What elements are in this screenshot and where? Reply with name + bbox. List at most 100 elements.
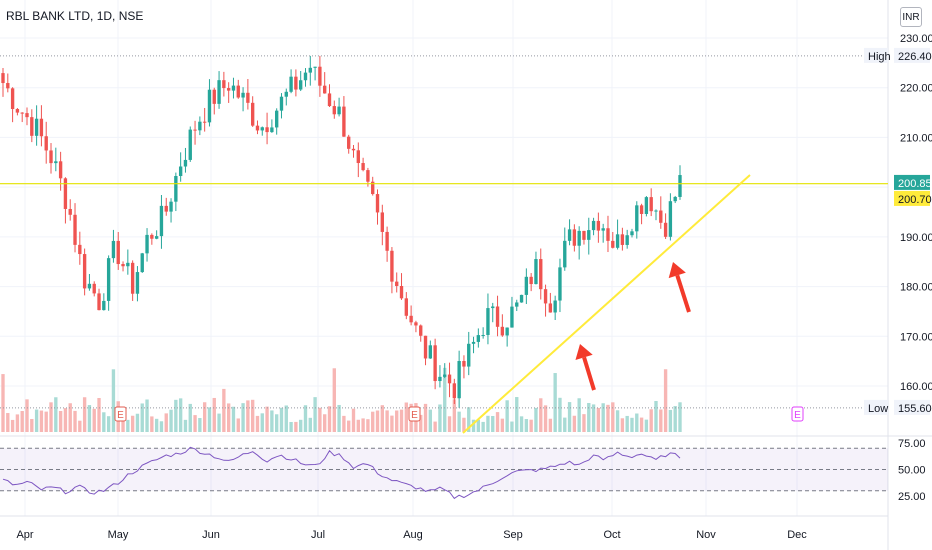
candle-body [395,281,399,287]
currency-button[interactable]: INR [900,7,922,27]
candle-body [366,170,370,182]
candle-body [58,161,63,179]
candle-body [150,234,154,239]
volume-bar [395,410,399,432]
volume-bar [467,407,471,432]
volume-bar [30,418,34,432]
volume-bar [443,367,447,432]
candle-body [587,230,591,240]
volume-bar [289,421,293,432]
volume-bar [673,406,677,432]
volume-bar [591,404,596,432]
candle-body [130,262,135,294]
volume-bar [130,415,135,432]
price-tick-label: 170.00 [900,331,932,343]
candle-body [313,66,317,68]
candle-body [467,343,471,367]
volume-bar [452,399,457,432]
volume-bar [356,419,360,432]
candle-body [159,205,164,237]
volume-bar [126,419,130,432]
candle-body [106,258,111,301]
time-label: Sep [503,529,523,541]
volume-bar [495,412,500,432]
candle-body [548,303,553,313]
volume-bar [471,419,476,432]
candle-body [102,300,106,311]
rsi-tick-label: 50.00 [898,465,926,477]
candle-body [462,361,466,367]
candle-body [414,322,418,326]
earnings-marker: E [408,406,421,422]
volume-bar [73,410,77,432]
volume-bar [231,406,236,432]
candle-body [361,163,365,171]
volume-bar [399,409,404,432]
low-label: Low [868,403,888,415]
candle-body [279,96,284,111]
candle-body [534,259,538,285]
candle-body [145,234,149,254]
volume-bar [543,405,548,432]
candle-body [78,244,82,255]
candle-body [347,136,351,149]
time-label: Aug [403,529,423,541]
volume-bar [135,413,140,432]
volume-bar [92,408,96,432]
volume-bar [193,415,197,432]
volume-bar [505,400,509,432]
volume-bar [433,421,437,432]
volume-bar [78,420,82,432]
arrow-left-head [575,344,593,361]
volume-bar [10,419,15,432]
volume-bar [260,413,264,432]
candle-body [500,326,505,336]
candle-body [318,66,322,86]
volume-bar [159,421,164,432]
volume-bar [351,408,356,432]
high-label: High [868,51,891,63]
candle-body [635,205,639,232]
arrow-right-shaft [675,274,691,313]
volume-bar [457,411,461,432]
candle-body [409,315,413,323]
volume-bar [265,406,269,432]
candle-body [563,240,567,268]
volume-bar [332,368,336,432]
candle-body [423,335,428,359]
volume-bar [361,418,365,432]
volume-bar [366,419,370,432]
volume-bar [154,418,159,432]
candle-body [246,92,250,103]
volume-bar [582,414,586,432]
candle-body [10,88,15,110]
volume-bar [481,421,485,432]
volume-bar [54,397,58,432]
volume-bar [150,416,154,432]
volume-bar [347,420,351,432]
candle-body [116,240,120,265]
candle-body [226,88,231,91]
candle-body [323,85,327,94]
candle-body [73,214,77,245]
volume-bar [34,409,39,432]
volume-bar [419,414,423,432]
candle-body [567,229,572,241]
volume-bar [255,415,260,432]
candle-body [188,129,192,160]
volume-bar [97,398,101,432]
candle-body [577,230,581,246]
volume-bar [207,407,212,432]
volume-bar [63,408,68,432]
volume-bar [164,413,168,432]
volume-bar [188,403,192,432]
candle-body [486,308,490,335]
volume-bar [6,413,10,432]
candle-body [63,178,68,209]
candle-body [582,230,586,240]
candle-body [428,345,433,359]
candle-body [332,106,336,115]
candle-body [663,222,668,237]
